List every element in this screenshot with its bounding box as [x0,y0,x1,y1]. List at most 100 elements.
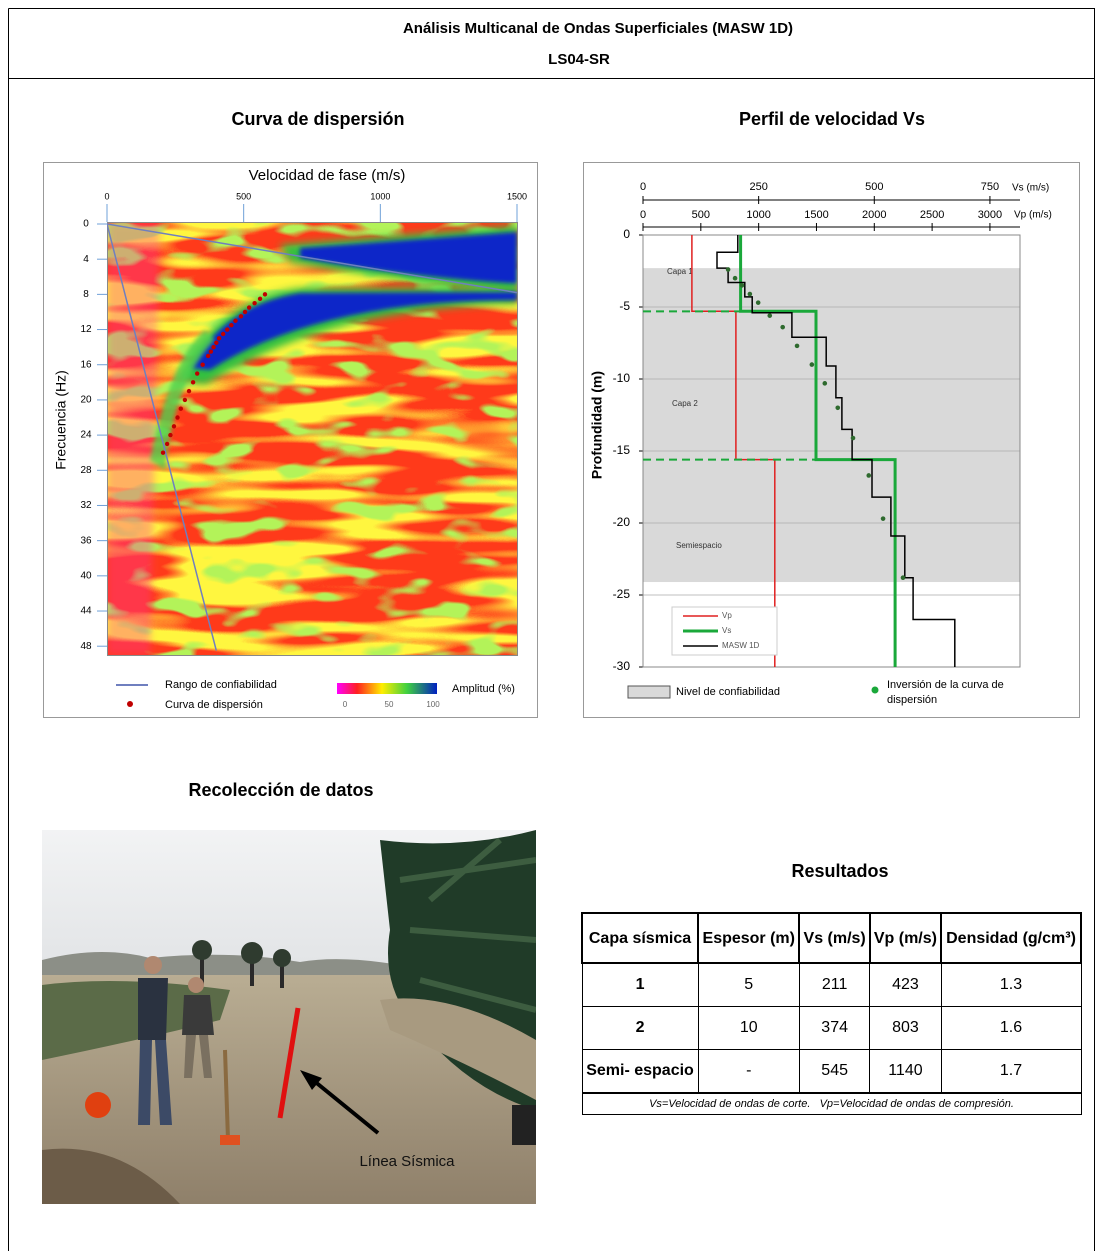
dispersion-point [195,371,200,376]
layer-label: Capa 1 [667,267,693,276]
inversion-point [755,300,761,305]
table-cell: 1.7 [940,1049,1082,1094]
reliability-band [643,268,1020,583]
inversion-point [880,516,886,521]
table-header-row: Capa sísmica Espesor (m) Vs (m/s) Vp (m/s) D… [580,912,1082,964]
dispersion-point [190,380,196,385]
legend-label: MASW 1D [722,641,760,650]
y-tick-label: 4 [83,254,89,265]
table-note: Vs=Velocidad de ondas de corte. Vp=Veloc… [581,1092,1082,1115]
y-tick-label: 20 [80,395,92,406]
x-tick-label: 0 [104,191,109,201]
x-axis-label: Velocidad de fase (m/s) [249,167,406,184]
legend-label: Inversión de la curva de dispersión [887,679,1004,706]
inversion-point [822,381,828,386]
dispersion-point [233,318,238,323]
dispersion-point [164,441,170,447]
legend-label: Vs [722,626,731,635]
legend-label: Nivel de confiabilidad [676,686,780,698]
dispersion-point [262,292,268,297]
dispersion-point [168,432,173,438]
y-axis-label: Frecuencia (Hz) [53,370,69,470]
chart-title: Curva de dispersión [231,109,404,129]
dispersion-point [175,415,180,420]
y-tick-label: 16 [80,359,92,370]
y-tick-label: 24 [80,430,92,441]
dispersion-point [214,340,219,345]
x2-axis-label: Vp (m/s) [1014,210,1052,221]
inversion-point [850,435,856,441]
dispersion-point [186,388,192,394]
header-title: Análisis Multicanal de Ondas Superficial… [403,20,793,37]
table-cell: 2 [581,1006,699,1050]
legend-label: Vp [722,611,732,620]
table-row: 2 10 374 803 1.6 [581,1006,1082,1050]
confidence-line [107,223,517,651]
table-cell: 1140 [869,1049,942,1094]
layer-label: Capa 2 [672,399,698,408]
x-tick-label: 250 [749,181,767,193]
inversion-point [767,313,773,318]
dispersion-point [200,362,205,367]
heatmap-image [107,222,517,655]
table-header-cell: Vs (m/s) [798,912,871,964]
y-tick-label: 36 [80,535,92,546]
dispersion-point [220,331,226,337]
legend-swatch [871,686,879,694]
colorbar-label: Amplitud (%) [452,683,515,695]
table-header-cell: Capa sísmica [580,912,700,964]
table-cell: 1.3 [940,962,1082,1007]
y-tick-label: -25 [613,587,631,601]
dispersion-point [242,309,248,315]
y-tick-label: -5 [619,299,630,313]
y-tick-label: 12 [80,324,92,335]
x2-tick-label: 0 [640,209,646,221]
y-tick-label: 48 [80,641,92,652]
table-cell: 803 [869,1006,942,1050]
plot-area [107,223,517,651]
x2-tick-label: 500 [692,209,710,221]
dispersion-point [178,406,183,411]
x-tick-label: 0 [640,181,646,193]
dispersion-point [211,344,216,350]
dispersion-point [171,424,177,429]
y-tick-label: -30 [613,659,631,673]
table-row: Semi- espacio -545 1140 1.7 [581,1049,1082,1094]
inversion-point [809,362,815,367]
inversion-point [747,291,753,297]
table-row: 1 5 211 423 1.3 [581,962,1082,1007]
y-axis-label: Profundidad (m) [589,371,605,479]
dispersion-point [225,327,230,332]
dispersion-point [182,397,188,403]
colorbar-tick: 100 [426,700,440,709]
table-cell: 1 [581,962,699,1007]
photo-annotation: Línea Sísmica [359,1153,455,1170]
x2-tick-label: 2000 [862,209,886,221]
results-table: Capa sísmica Espesor (m) Vs (m/s) Vp (m/s) D… [580,912,1082,1115]
colorbar-tick: 50 [385,700,394,709]
field-photo [42,830,536,1204]
y-tick-label: -15 [613,443,631,457]
colorbar-tick: 0 [343,700,348,709]
dispersion-point [257,296,263,301]
y-tick-label: 28 [80,465,92,476]
inversion-point [739,283,745,288]
profile-line [716,235,956,667]
x2-tick-label: 2500 [920,209,944,221]
x-axis-label: Vs (m/s) [1012,183,1049,194]
inversion-point [835,405,841,411]
inversion-point [725,267,731,272]
legend-label: Curva de dispersión [165,699,263,711]
table-header-cell: Vp (m/s) [868,912,943,964]
y-tick-label: 8 [83,289,89,300]
dispersion-point [246,305,252,310]
dispersion-point [252,300,257,306]
table-cell: Semi- espacio [581,1049,699,1094]
inversion-point [780,324,785,330]
dispersion-point [205,353,211,359]
dispersion-point [238,314,244,319]
x-tick-label: 500 [236,191,251,201]
x-tick-label: 500 [865,181,883,193]
y-tick-label: 40 [80,570,92,581]
